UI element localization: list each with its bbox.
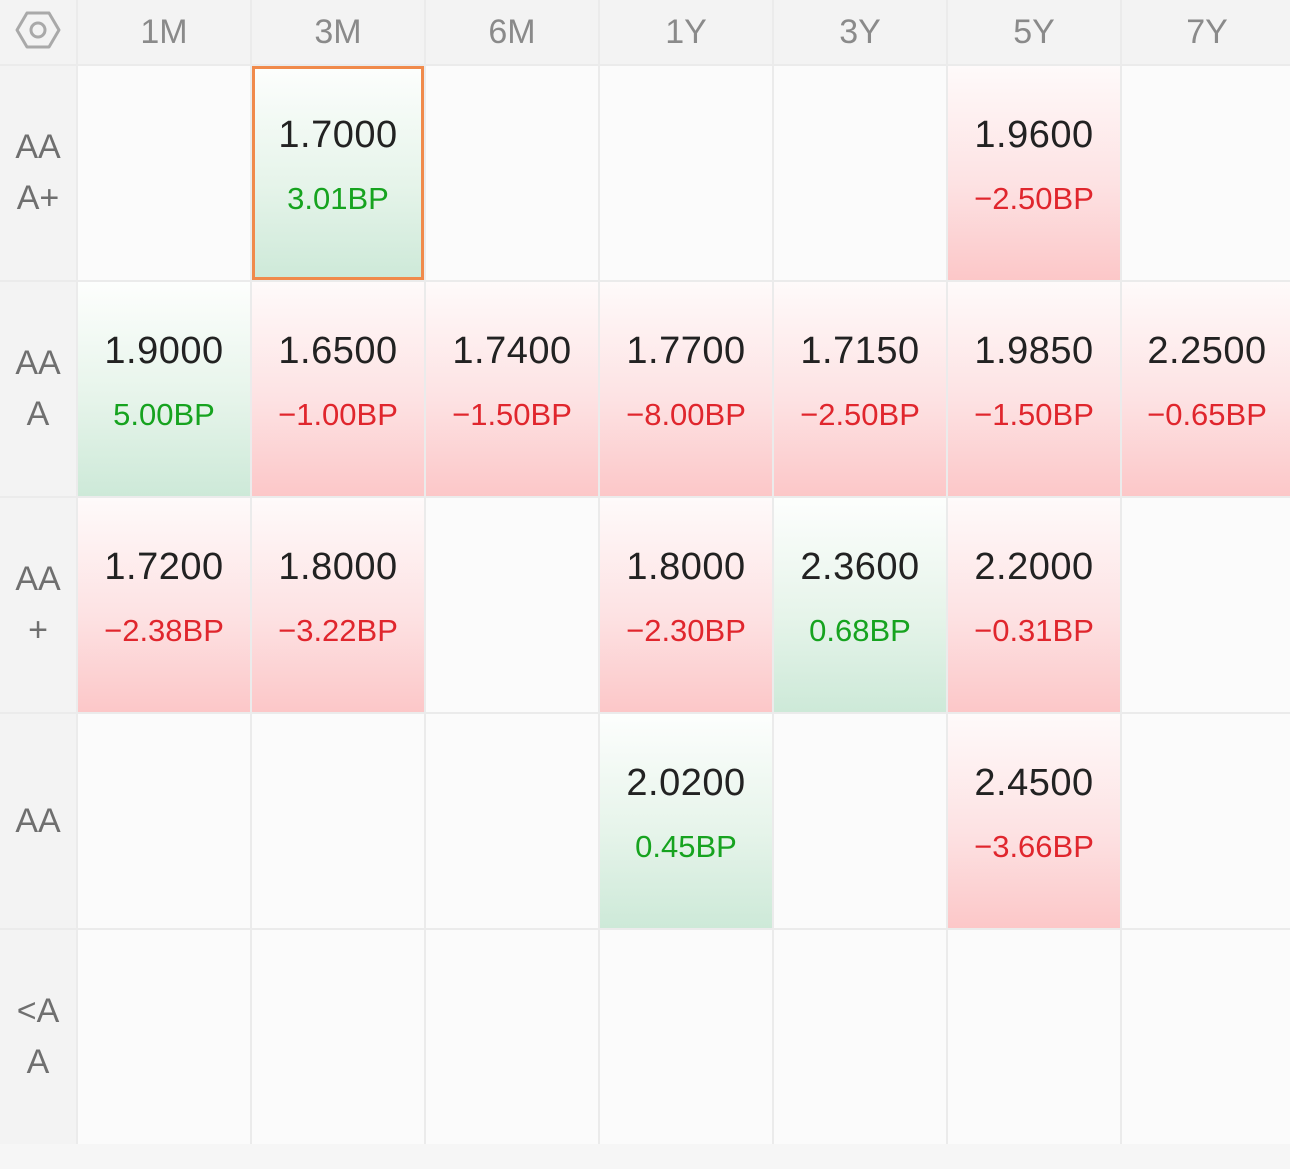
yield-cell[interactable]: 1.8000 −3.22BP (252, 498, 424, 712)
yield-cell[interactable] (948, 930, 1120, 1144)
yield-cell[interactable] (426, 930, 598, 1144)
yield-change: −2.50BP (800, 396, 920, 432)
yield-change: 0.45BP (635, 828, 737, 864)
footer-bar (0, 1144, 1290, 1169)
row-header[interactable]: <AA (0, 930, 76, 1144)
yield-rate: 1.6500 (278, 329, 398, 372)
column-header-7y[interactable]: 7Y (1122, 0, 1290, 64)
row-header[interactable]: AA+ (0, 498, 76, 712)
yield-cell[interactable]: 1.7400 −1.50BP (426, 282, 598, 496)
yield-cell[interactable]: 2.4500 −3.66BP (948, 714, 1120, 928)
yield-change: −0.31BP (974, 612, 1094, 648)
yield-cell[interactable] (600, 930, 772, 1144)
yield-cell[interactable] (1122, 714, 1290, 928)
yield-cell[interactable]: 1.9850 −1.50BP (948, 282, 1120, 496)
yield-rate: 1.7700 (626, 329, 746, 372)
yield-cell[interactable] (252, 714, 424, 928)
yield-rate: 1.9850 (974, 329, 1094, 372)
yield-change: −1.50BP (974, 396, 1094, 432)
yield-cell[interactable] (1122, 66, 1290, 280)
hexagon-gear-icon (15, 10, 61, 55)
row-header[interactable]: AA (0, 714, 76, 928)
yield-cell[interactable] (78, 66, 250, 280)
yield-grid: 1M 3M 6M 1Y 3Y 5Y 7Y AAA+ 1.7000 3.01BP 1.9600 −2.5… (0, 0, 1290, 1144)
yield-change: 5.00BP (113, 396, 215, 432)
yield-change: −8.00BP (626, 396, 746, 432)
settings-button[interactable] (0, 0, 76, 64)
yield-change: 0.68BP (809, 612, 911, 648)
yield-change: −3.66BP (974, 828, 1094, 864)
yield-rate: 1.7200 (104, 545, 224, 588)
column-header-6m[interactable]: 6M (426, 0, 598, 64)
yield-cell[interactable] (1122, 498, 1290, 712)
yield-cell[interactable] (774, 66, 946, 280)
yield-cell[interactable] (1122, 930, 1290, 1144)
column-header-1m[interactable]: 1M (78, 0, 250, 64)
yield-change: −0.65BP (1147, 396, 1267, 432)
yield-cell[interactable]: 2.0200 0.45BP (600, 714, 772, 928)
yield-cell[interactable]: 1.7000 3.01BP (252, 66, 424, 280)
yield-rate: 1.9600 (974, 113, 1094, 156)
yield-rate: 2.4500 (974, 761, 1094, 804)
yield-change: 3.01BP (287, 180, 389, 216)
yield-change: −3.22BP (278, 612, 398, 648)
yield-rate: 1.7150 (800, 329, 920, 372)
yield-cell[interactable] (252, 930, 424, 1144)
yield-cell[interactable] (426, 66, 598, 280)
yield-change: −2.30BP (626, 612, 746, 648)
yield-cell[interactable]: 1.6500 −1.00BP (252, 282, 424, 496)
yield-rate: 1.8000 (278, 545, 398, 588)
yield-cell[interactable]: 1.8000 −2.30BP (600, 498, 772, 712)
yield-rate: 2.2000 (974, 545, 1094, 588)
yield-cell[interactable]: 2.2500 −0.65BP (1122, 282, 1290, 496)
yield-cell[interactable] (774, 714, 946, 928)
yield-change: −2.38BP (104, 612, 224, 648)
yield-rate: 1.8000 (626, 545, 746, 588)
yield-rate: 1.7400 (452, 329, 572, 372)
column-header-5y[interactable]: 5Y (948, 0, 1120, 64)
yield-rate: 1.9000 (104, 329, 224, 372)
row-header[interactable]: AAA (0, 282, 76, 496)
column-header-3m[interactable]: 3M (252, 0, 424, 64)
yield-cell[interactable] (426, 714, 598, 928)
yield-cell[interactable] (426, 498, 598, 712)
yield-cell[interactable] (774, 930, 946, 1144)
yield-cell[interactable]: 1.7700 −8.00BP (600, 282, 772, 496)
yield-cell[interactable]: 1.9600 −2.50BP (948, 66, 1120, 280)
yield-cell[interactable]: 2.2000 −0.31BP (948, 498, 1120, 712)
yield-change: −1.50BP (452, 396, 572, 432)
yield-rate: 2.0200 (626, 761, 746, 804)
yield-cell[interactable] (78, 930, 250, 1144)
yield-cell[interactable]: 1.7150 −2.50BP (774, 282, 946, 496)
yield-change: −2.50BP (974, 180, 1094, 216)
yield-cell[interactable] (78, 714, 250, 928)
yield-rate: 2.2500 (1147, 329, 1267, 372)
yield-rate: 2.3600 (800, 545, 920, 588)
yield-cell[interactable]: 2.3600 0.68BP (774, 498, 946, 712)
row-header[interactable]: AAA+ (0, 66, 76, 280)
yield-cell[interactable]: 1.7200 −2.38BP (78, 498, 250, 712)
yield-rate: 1.7000 (278, 113, 398, 156)
yield-cell[interactable]: 1.9000 5.00BP (78, 282, 250, 496)
column-header-3y[interactable]: 3Y (774, 0, 946, 64)
column-header-1y[interactable]: 1Y (600, 0, 772, 64)
yield-cell[interactable] (600, 66, 772, 280)
yield-change: −1.00BP (278, 396, 398, 432)
